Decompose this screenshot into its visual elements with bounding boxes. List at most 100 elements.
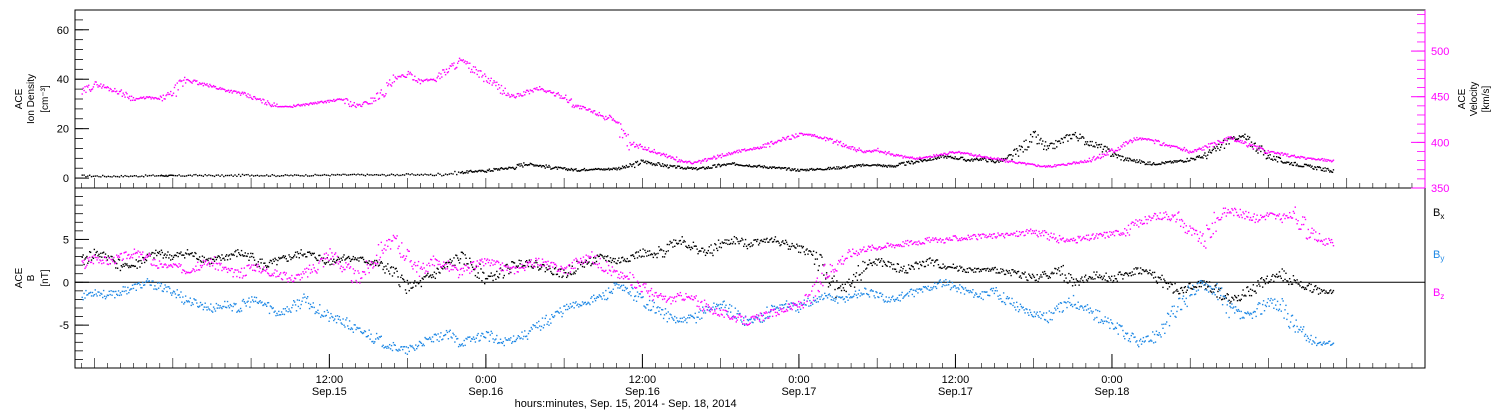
density-point <box>1142 161 1145 163</box>
velocity-point <box>593 110 596 112</box>
bx-point <box>749 245 751 248</box>
by-point <box>728 307 730 310</box>
density-point <box>314 173 316 176</box>
velocity-point <box>388 79 391 81</box>
velocity-point <box>773 142 776 144</box>
density-point <box>1070 137 1072 140</box>
density-point <box>1263 150 1266 152</box>
density-point <box>995 161 997 163</box>
velocity-point <box>172 92 175 94</box>
bx-point <box>1250 294 1253 297</box>
density-point <box>983 157 985 159</box>
bx-point <box>356 259 358 261</box>
velocity-point <box>1107 154 1109 156</box>
density-point <box>1329 170 1332 172</box>
bx-point <box>904 271 906 274</box>
bx-point <box>281 256 284 258</box>
density-point <box>578 169 580 172</box>
velocity-point <box>1262 148 1265 151</box>
density-point <box>541 165 544 167</box>
velocity-point <box>809 134 811 136</box>
bx-point <box>552 273 555 276</box>
density-point <box>522 166 524 168</box>
density-point <box>1096 144 1098 146</box>
velocity-point <box>726 153 728 155</box>
bx-point <box>340 257 342 260</box>
density-point <box>988 158 990 160</box>
velocity-point <box>341 99 343 101</box>
density-point <box>488 168 491 170</box>
bx-point <box>164 253 166 255</box>
density-point <box>767 167 769 170</box>
velocity-point <box>683 161 685 163</box>
by-point <box>783 306 785 309</box>
velocity-point <box>140 96 142 99</box>
bx-point <box>1283 270 1285 272</box>
velocity-point <box>542 89 545 91</box>
by-point <box>257 302 260 305</box>
velocity-point <box>605 115 607 118</box>
bx-point <box>237 249 239 251</box>
velocity-point <box>243 91 246 94</box>
bx-point <box>1281 268 1283 270</box>
by-point <box>675 321 677 324</box>
velocity-point <box>761 146 764 148</box>
velocity-point <box>589 108 591 110</box>
velocity-point <box>1172 145 1174 147</box>
density-point <box>942 154 944 157</box>
bx-point <box>1240 298 1242 301</box>
bx-point <box>1004 273 1007 276</box>
velocity-point <box>170 94 173 97</box>
by-point <box>274 310 276 312</box>
velocity-point <box>541 88 544 90</box>
density-point <box>1161 161 1163 163</box>
by-point <box>487 331 490 334</box>
velocity-point <box>643 148 645 151</box>
density-point <box>1083 137 1085 139</box>
bx-point <box>526 261 529 264</box>
by-point <box>245 305 247 307</box>
velocity-point <box>952 151 955 154</box>
velocity-point <box>688 160 691 163</box>
density-point <box>1032 131 1035 133</box>
velocity-point <box>491 84 493 86</box>
velocity-point <box>229 90 232 92</box>
by-point <box>360 330 362 333</box>
by-point <box>552 316 554 318</box>
density-point <box>637 164 640 166</box>
velocity-point <box>501 93 504 95</box>
velocity-point <box>1039 165 1041 168</box>
velocity-point <box>1185 148 1187 151</box>
density-point <box>160 174 163 176</box>
velocity-point <box>623 133 626 135</box>
by-point <box>259 300 261 302</box>
density-point <box>1140 160 1143 162</box>
density-point <box>949 155 952 158</box>
density-point <box>1191 157 1193 160</box>
velocity-point <box>1241 140 1243 142</box>
by-point <box>213 308 216 310</box>
bx-point <box>218 255 220 258</box>
density-point <box>1009 154 1011 156</box>
bx-point <box>97 255 99 257</box>
bx-point <box>465 257 467 259</box>
density-point <box>985 159 987 161</box>
velocity-point <box>674 158 676 161</box>
bx-point <box>1047 277 1050 280</box>
density-point <box>629 163 631 165</box>
density-point <box>448 173 451 175</box>
density-point <box>830 168 832 170</box>
bx-point <box>359 257 361 259</box>
bx-point <box>832 280 834 282</box>
density-point <box>1276 161 1279 163</box>
bx-point <box>1138 272 1140 275</box>
by-point <box>173 291 176 293</box>
by-point <box>347 328 350 330</box>
density-point <box>1055 139 1057 142</box>
by-point <box>428 338 430 340</box>
density-point <box>729 163 732 165</box>
density-point <box>1246 138 1248 141</box>
bx-point <box>167 251 169 253</box>
density-point <box>698 167 700 170</box>
velocity-point <box>1327 159 1329 161</box>
